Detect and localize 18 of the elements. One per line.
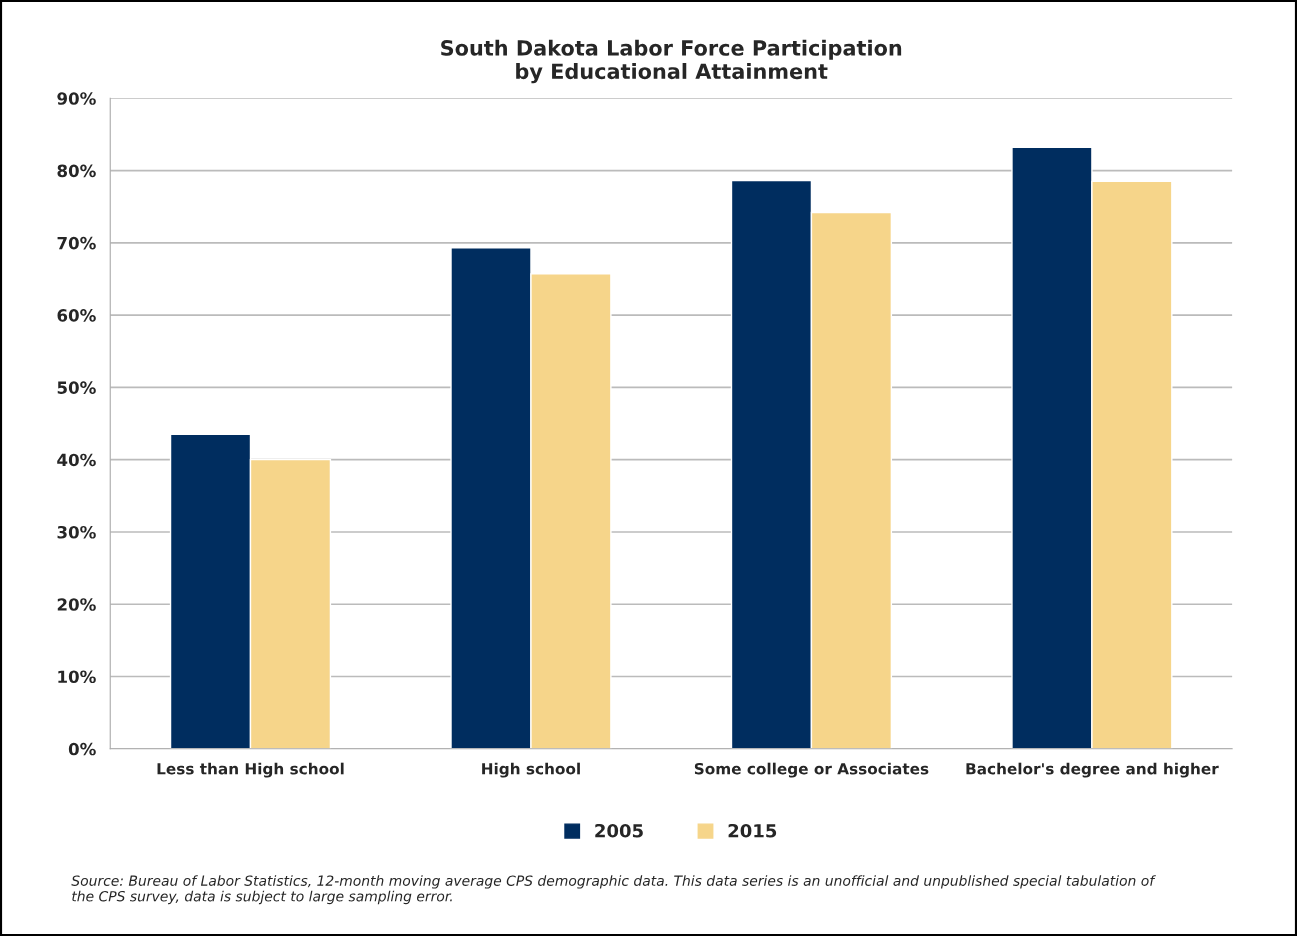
x-tick-label: Some college or Associates: [694, 762, 929, 778]
y-tick-label: 20%: [57, 598, 96, 611]
legend-label: 2005: [595, 823, 643, 838]
y-tick-label: 30%: [57, 525, 96, 539]
x-tick-label: Less than High school: [157, 762, 344, 778]
y-tick-label: 80%: [57, 164, 96, 178]
y-tick-label: 0%: [68, 742, 96, 756]
y-tick-label: 70%: [57, 236, 96, 250]
chart-title: South Dakota Labor Force Participation by Educational Attainment: [441, 39, 902, 84]
y-tick-label: 90%: [57, 92, 96, 105]
y-tick-label: 50%: [57, 381, 96, 394]
legend-label: 2015: [728, 823, 777, 838]
x-tick-label: High school: [482, 762, 580, 778]
y-tick-label: 60%: [57, 309, 96, 322]
source-note: Source: Bureau of Labor Statistics, 12-month moving average CPS demographic data. This data series is an unofficial and unpublished special tabulation of the CPS survey, data is subject to large sampling error.: [71, 875, 1156, 905]
x-tick-label: Bachelor's degree and higher: [966, 762, 1219, 778]
y-tick-label: 10%: [58, 670, 96, 684]
y-tick-label: 40%: [57, 453, 96, 467]
